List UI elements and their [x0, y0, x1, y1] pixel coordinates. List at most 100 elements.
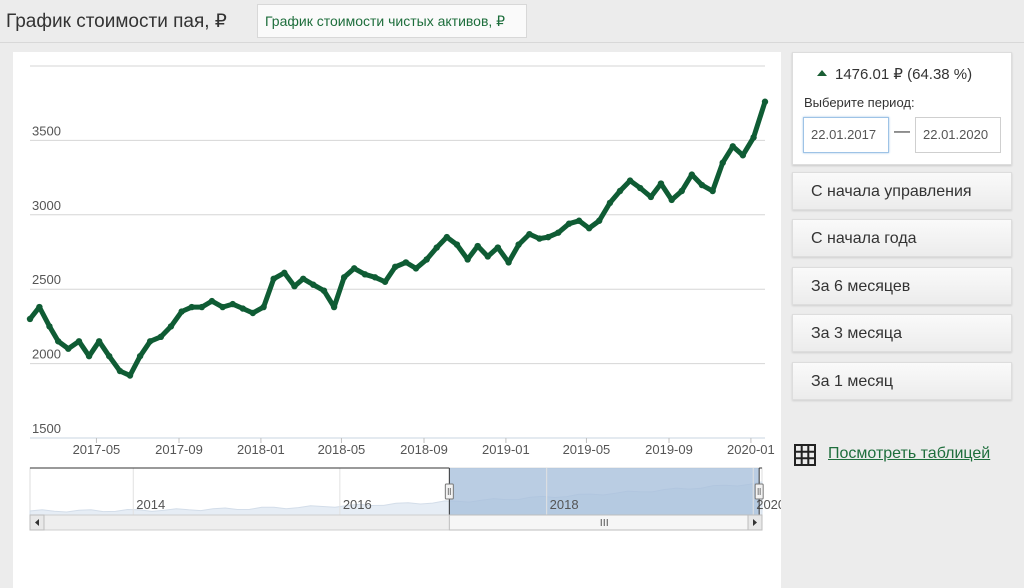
price-chart[interactable]: 1500 2000 2500 3000 3500 2017-05 2017-09 2018-0…: [13, 52, 781, 588]
data-point[interactable]: [739, 152, 747, 159]
data-point[interactable]: [647, 193, 655, 201]
data-point[interactable]: [146, 338, 154, 345]
data-point[interactable]: [668, 196, 675, 204]
data-point[interactable]: [678, 187, 685, 195]
date-from-input[interactable]: 22.01.2017: [803, 117, 889, 153]
date-separator: —: [894, 123, 910, 140]
data-point[interactable]: [198, 303, 206, 311]
data-point[interactable]: [402, 259, 410, 266]
data-point[interactable]: [188, 303, 195, 311]
data-point[interactable]: [65, 345, 72, 352]
data-point[interactable]: [596, 217, 603, 224]
y-tick-label: 2500: [32, 272, 61, 287]
data-point[interactable]: [585, 224, 593, 232]
data-point[interactable]: [515, 241, 522, 248]
data-point[interactable]: [249, 309, 257, 317]
three-months-button[interactable]: За 3 месяца: [792, 314, 1012, 352]
data-point[interactable]: [136, 352, 144, 360]
period-label: Выберите период:: [804, 95, 915, 110]
data-point[interactable]: [239, 305, 246, 312]
data-point[interactable]: [229, 300, 236, 308]
data-point[interactable]: [536, 235, 543, 242]
data-point[interactable]: [299, 275, 307, 282]
since-inception-button[interactable]: С начала управления: [792, 172, 1012, 210]
view-as-table-link[interactable]: Посмотреть таблицей: [794, 443, 1014, 469]
data-point[interactable]: [453, 241, 461, 248]
data-point[interactable]: [260, 303, 267, 311]
y-tick-label: 3500: [32, 123, 61, 138]
data-point[interactable]: [46, 323, 53, 330]
tab-unit-price-chart[interactable]: График стоимости пая, ₽: [0, 0, 250, 44]
data-point[interactable]: [116, 367, 124, 375]
data-point[interactable]: [494, 244, 502, 251]
data-point[interactable]: [208, 297, 216, 305]
navigator-handle[interactable]: [754, 483, 764, 500]
data-point[interactable]: [636, 184, 644, 192]
data-point[interactable]: [36, 303, 43, 311]
data-point[interactable]: [412, 265, 420, 272]
data-point[interactable]: [54, 338, 62, 345]
y-tick-label: 2000: [32, 347, 61, 362]
data-point[interactable]: [526, 230, 533, 238]
one-month-button[interactable]: За 1 месяц: [792, 362, 1012, 400]
date-to-input[interactable]: 22.01.2020: [915, 117, 1001, 153]
data-point[interactable]: [371, 274, 379, 281]
tab-label: График стоимости чистых активов, ₽: [265, 13, 506, 29]
data-point[interactable]: [709, 187, 716, 195]
data-point[interactable]: [291, 283, 298, 290]
data-point[interactable]: [575, 217, 583, 224]
year-to-date-button[interactable]: С начала года: [792, 219, 1012, 257]
navigator-x-label: 2014: [136, 497, 165, 512]
data-point[interactable]: [474, 242, 481, 250]
data-point[interactable]: [340, 274, 348, 281]
data-point[interactable]: [443, 233, 451, 241]
data-point[interactable]: [484, 253, 491, 260]
data-point[interactable]: [505, 259, 512, 266]
data-point[interactable]: [719, 159, 726, 166]
data-point[interactable]: [544, 233, 552, 241]
data-point[interactable]: [310, 281, 317, 288]
data-point[interactable]: [626, 177, 634, 184]
navigator-x-label: 2018: [550, 497, 579, 512]
data-point[interactable]: [565, 220, 573, 227]
six-months-button[interactable]: За 6 месяцев: [792, 267, 1012, 305]
data-point[interactable]: [126, 372, 134, 379]
data-point[interactable]: [85, 352, 93, 360]
data-point[interactable]: [330, 303, 338, 311]
data-point[interactable]: [698, 181, 706, 189]
data-point[interactable]: [464, 256, 471, 263]
data-point[interactable]: [106, 352, 113, 360]
data-point[interactable]: [95, 338, 103, 345]
tab-net-assets-chart[interactable]: График стоимости чистых активов, ₽: [257, 4, 527, 38]
data-point[interactable]: [351, 265, 358, 272]
navigator-handle[interactable]: [444, 483, 454, 500]
data-point[interactable]: [606, 199, 614, 207]
data-point[interactable]: [320, 287, 328, 294]
data-point[interactable]: [26, 315, 34, 323]
data-point[interactable]: [423, 256, 430, 263]
data-point[interactable]: [657, 180, 665, 187]
data-point[interactable]: [391, 263, 399, 271]
series-line: [27, 99, 768, 378]
data-point[interactable]: [433, 244, 440, 251]
navigator-selected-range[interactable]: [449, 468, 760, 515]
scroll-right-icon: [753, 519, 757, 526]
data-point[interactable]: [167, 323, 175, 330]
data-point[interactable]: [555, 229, 562, 236]
data-point[interactable]: [729, 143, 736, 150]
y-tick-label: 3000: [32, 198, 61, 213]
view-as-table-label: Посмотреть таблицей: [828, 445, 991, 462]
data-point[interactable]: [381, 278, 389, 285]
data-point[interactable]: [178, 308, 185, 315]
data-point[interactable]: [750, 134, 757, 141]
data-point[interactable]: [761, 98, 769, 105]
data-point[interactable]: [688, 171, 696, 178]
data-point[interactable]: [219, 303, 226, 311]
data-point[interactable]: [75, 338, 83, 345]
data-point[interactable]: [157, 333, 165, 341]
data-point[interactable]: [281, 269, 288, 277]
data-point[interactable]: [361, 271, 369, 278]
data-point[interactable]: [270, 275, 277, 282]
navigator-x-label: 2020: [756, 497, 781, 512]
data-point[interactable]: [616, 187, 624, 195]
